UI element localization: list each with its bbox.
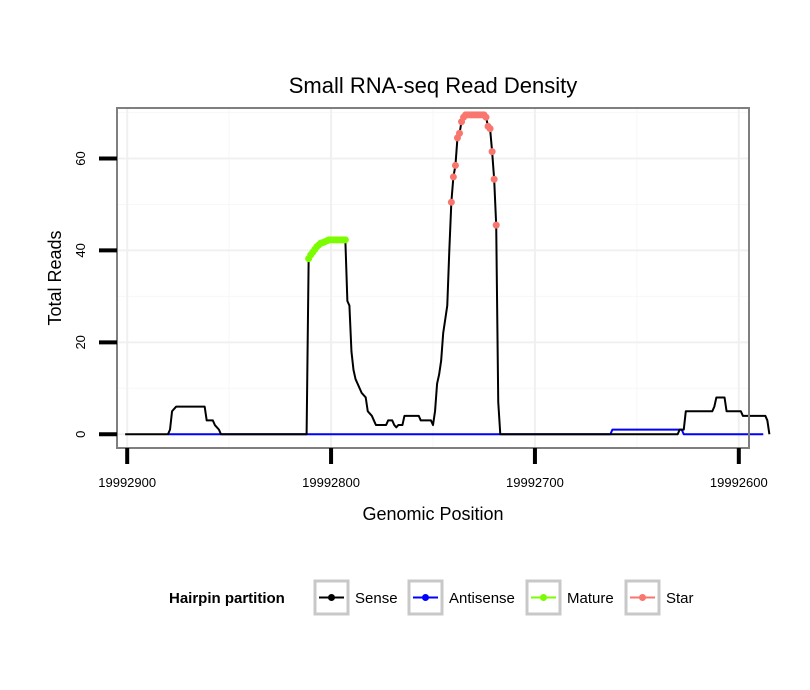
plot-panel xyxy=(116,107,771,449)
y-tick-label: 40 xyxy=(73,243,88,257)
y-tick-label: 0 xyxy=(73,431,88,438)
x-tick-label: 19992600 xyxy=(710,475,768,490)
plot-border xyxy=(116,107,750,449)
data-point-mature xyxy=(341,236,349,244)
data-point-star xyxy=(486,125,494,133)
x-tick-label: 19992700 xyxy=(506,475,564,490)
y-axis-label: Total Reads xyxy=(45,230,65,325)
legend: Hairpin partition Sense Antisense Mature St… xyxy=(169,579,694,616)
x-axis: 19992900 19992800 19992700 19992600 xyxy=(98,448,768,490)
y-axis: 0 20 40 60 xyxy=(73,151,117,438)
data-point-star xyxy=(492,221,500,229)
x-tick-label: 19992800 xyxy=(302,475,360,490)
legend-label-star: Star xyxy=(666,590,694,607)
chart-title: Small RNA-seq Read Density xyxy=(289,73,578,98)
legend-key-point-mature xyxy=(540,594,547,601)
legend-label-antisense: Antisense xyxy=(449,590,515,607)
x-axis-label: Genomic Position xyxy=(362,504,503,524)
y-tick-label: 20 xyxy=(73,335,88,349)
data-point-star xyxy=(456,129,463,137)
legend-key-point-antisense xyxy=(422,594,429,601)
legend-title: Hairpin partition xyxy=(169,590,285,607)
y-tick-label: 60 xyxy=(73,151,88,165)
data-point-star xyxy=(482,113,490,121)
legend-label-sense: Sense xyxy=(355,590,398,607)
series-layer xyxy=(125,111,771,436)
data-point-star xyxy=(451,161,459,169)
data-point-star xyxy=(488,148,496,156)
x-tick-label: 19992900 xyxy=(98,475,156,490)
legend-key-point-star xyxy=(639,594,646,601)
data-point-star xyxy=(447,198,455,206)
data-point-star xyxy=(449,173,457,181)
legend-label-mature: Mature xyxy=(567,590,614,607)
data-point-star xyxy=(490,175,498,183)
legend-key-point-sense xyxy=(328,594,335,601)
